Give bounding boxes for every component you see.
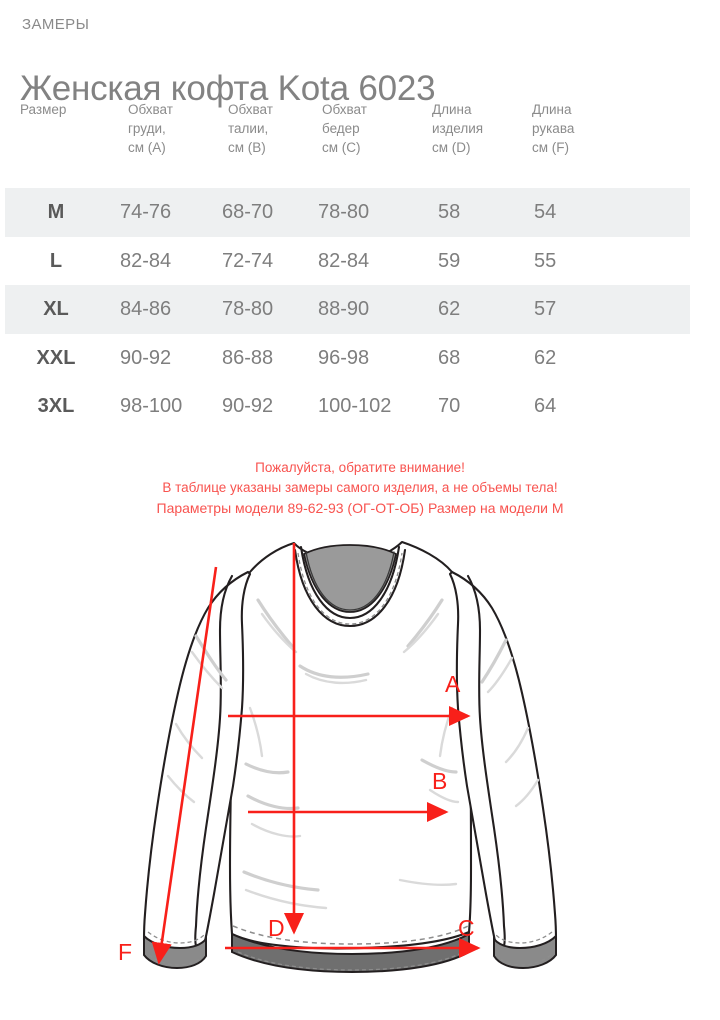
table-row: XXL 90-92 86-88 96-98 68 62 [0, 334, 720, 383]
cell-hips: 82-84 [318, 249, 370, 272]
cell-length: 58 [438, 201, 461, 223]
table-row: L 82-84 72-74 82-84 59 55 [0, 237, 720, 286]
table-row: M 74-76 68-70 78-80 58 54 [0, 188, 720, 237]
marker-label-hips: C [458, 915, 475, 941]
cell-hips: 88-90 [318, 298, 370, 320]
cell-length: 70 [438, 395, 461, 417]
size-label: XXL [36, 346, 76, 369]
marker-label-sleeve: F [118, 939, 132, 965]
cell-hips: 78-80 [318, 201, 370, 223]
cell-chest: 98-100 [120, 395, 183, 417]
cell-length: 59 [438, 249, 461, 272]
table-header-row: Размер Обхват груди, см (A) Обхват талии, … [0, 100, 720, 188]
cell-length: 68 [438, 346, 461, 369]
cell-sleeve: 64 [534, 395, 557, 417]
notice-line-3: Параметры модели 89-62-93 (ОГ-ОТ-ОБ) Раз… [156, 500, 564, 516]
notice-block: Пожалуйста, обратите внимание! В таблице… [0, 458, 720, 518]
column-header-length: Длина изделия см (D) [432, 102, 484, 155]
cell-chest: 90-92 [120, 346, 172, 369]
size-label: 3XL [37, 395, 75, 417]
marker-label-chest: A [445, 671, 461, 697]
size-label: L [49, 249, 63, 272]
cell-sleeve: 57 [534, 298, 557, 320]
cell-chest: 84-86 [120, 298, 172, 320]
notice-line-2: В таблице указаны замеры самого изделия,… [162, 480, 558, 495]
cell-chest: 74-76 [120, 201, 172, 223]
marker-label-waist: B [432, 768, 447, 794]
marker-label-length: D [268, 915, 285, 941]
garment-illustration: .ol { fill:#ffffff; stroke:#231f20; stro… [0, 528, 720, 1020]
column-header-waist: Обхват талии, см (B) [228, 102, 273, 155]
size-label: XL [43, 298, 69, 320]
cell-hips: 96-98 [318, 346, 370, 369]
column-header-chest: Обхват груди, см (A) [128, 102, 173, 155]
cell-hips: 100-102 [318, 395, 392, 417]
column-header-size: Размер [20, 102, 67, 117]
size-label: M [47, 201, 65, 223]
cell-chest: 82-84 [120, 249, 172, 272]
column-header-hips: Обхват бедер см (C) [322, 102, 367, 155]
cell-length: 62 [438, 298, 461, 320]
cell-waist: 78-80 [222, 298, 274, 320]
size-chart-table: Размер Обхват груди, см (A) Обхват талии, … [0, 100, 720, 431]
cell-waist: 86-88 [222, 346, 274, 369]
cell-sleeve: 54 [534, 201, 557, 223]
page-title: Женская кофта Kota 6023 [20, 69, 436, 109]
cell-waist: 72-74 [222, 249, 274, 272]
table-row: 3XL 98-100 90-92 100-102 70 64 [0, 382, 720, 431]
cell-sleeve: 62 [534, 346, 557, 369]
column-header-sleeve: Длина рукава см (F) [532, 102, 575, 155]
table-body: M 74-76 68-70 78-80 58 54 L 82-84 72-74 82-84 59 55… [0, 188, 720, 431]
cell-waist: 68-70 [222, 201, 274, 223]
cell-waist: 90-92 [222, 395, 274, 417]
page-eyebrow: ЗАМЕРЫ [22, 16, 90, 33]
table-row: XL 84-86 78-80 88-90 62 57 [0, 285, 720, 334]
notice-line-1: Пожалуйста, обратите внимание! [255, 460, 465, 475]
cell-sleeve: 55 [534, 249, 557, 272]
